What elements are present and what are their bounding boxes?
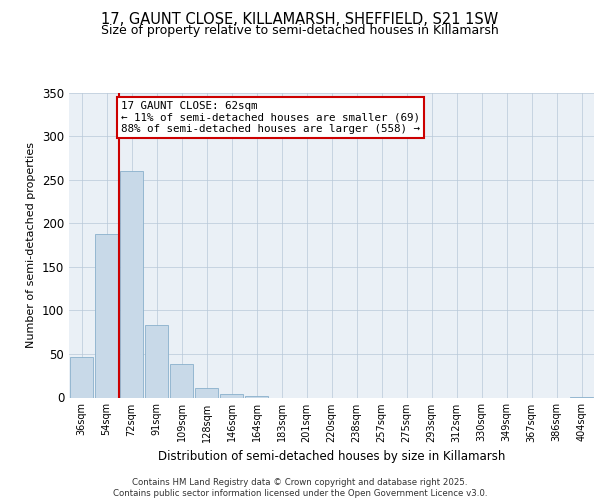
Text: Contains HM Land Registry data © Crown copyright and database right 2025.
Contai: Contains HM Land Registry data © Crown c… [113, 478, 487, 498]
Bar [145, 325, 168, 398]
Bar [120, 171, 143, 398]
Text: 17, GAUNT CLOSE, KILLAMARSH, SHEFFIELD, S21 1SW: 17, GAUNT CLOSE, KILLAMARSH, SHEFFIELD, … [101, 12, 499, 28]
Bar [95, 234, 118, 398]
Bar [220, 394, 243, 398]
Bar [170, 364, 193, 398]
Text: Size of property relative to semi-detached houses in Killamarsh: Size of property relative to semi-detach… [101, 24, 499, 37]
Bar [195, 388, 218, 398]
X-axis label: Distribution of semi-detached houses by size in Killamarsh: Distribution of semi-detached houses by … [158, 450, 505, 463]
Bar [245, 396, 268, 398]
Bar [70, 356, 93, 398]
Bar [570, 396, 593, 398]
Text: 17 GAUNT CLOSE: 62sqm
← 11% of semi-detached houses are smaller (69)
88% of semi: 17 GAUNT CLOSE: 62sqm ← 11% of semi-deta… [121, 101, 420, 134]
Y-axis label: Number of semi-detached properties: Number of semi-detached properties [26, 142, 37, 348]
